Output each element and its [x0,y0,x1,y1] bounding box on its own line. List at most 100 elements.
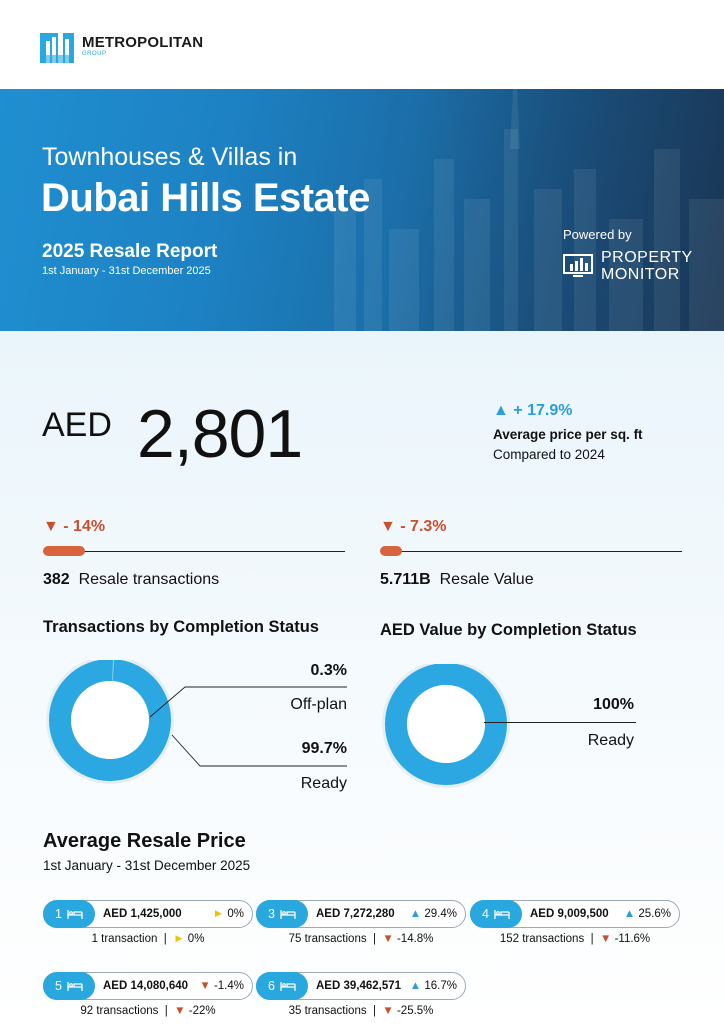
transactions-label: Resale transactions [78,571,220,588]
trend-value: -1.4% [213,980,244,992]
avg-price: AED 9,009,500 [530,908,609,920]
price-trend: ▲ 29.4% [410,908,457,920]
trend-icon: ► [212,908,225,920]
report-dates: 1st January - 31st December 2025 [42,265,211,277]
bedroom-count: 1 [55,906,62,921]
bed-icon [280,909,296,919]
brand-name: METROPOLITAN [82,34,204,51]
price-trend: ▲ 25.6% [624,908,671,920]
transactions-change: ▼ - 14% [43,518,106,535]
completion-value-donut [382,664,510,788]
transaction-count: 1 transaction [91,933,158,945]
metropolitan-logo: METROPOLITAN GROUP [40,28,203,64]
completion-value-title: AED Value by Completion Status [380,621,637,639]
tx-change: -14.8% [396,933,434,945]
resale-value-label: Resale Value [439,571,534,588]
brand-sub: GROUP [82,51,107,57]
transaction-count: 92 transactions [80,1005,159,1017]
completion-tx-title: Transactions by Completion Status [43,618,319,636]
transaction-summary: 92 transactions | ▼ -22% [80,1005,216,1017]
bedroom-badge: 5 [43,971,95,1000]
kpi-change: ▲ + 17.9% [493,402,573,419]
ready-segment [49,660,171,781]
bedroom-count: 4 [482,906,489,921]
tx-trend-icon: ► [173,933,185,945]
transaction-count: 35 transactions [288,1005,367,1017]
offplan-pct: 0.3% [310,662,347,679]
resale-value-stat: 5.711B Resale Value [380,571,534,589]
partner-line1: PROPERTY [601,249,693,266]
price-card-box: 1 AED 1,425,000 ► 0% [43,899,253,928]
price-card: 4 AED 9,009,500 ▲ 25.6% 152 transactions | … [470,899,680,945]
property-monitor-logo: PROPERTY MONITOR [563,249,693,283]
transaction-count: 75 transactions [288,933,367,945]
building-logo-icon [40,31,74,63]
avg-price: AED 7,272,280 [316,908,395,920]
report-title: 2025 Resale Report [42,241,218,262]
price-card-box: 5 AED 14,080,640 ▼ -1.4% [43,971,253,1000]
ready-segment [385,664,507,785]
transaction-summary: 75 transactions | ▼ -14.8% [288,933,434,945]
price-card-box: 4 AED 9,009,500 ▲ 25.6% [470,899,680,928]
price-trend: ▼ -1.4% [199,980,244,992]
hero-title-line1: Townhouses & Villas in [42,143,298,171]
transactions-value: 382 [43,571,70,588]
tx-change: -11.6% [614,933,651,945]
tx-trend-icon: ▼ [382,933,394,945]
bedroom-count: 5 [55,978,62,993]
trend-icon: ▲ [623,908,636,920]
resale-value-value: 5.711B [380,571,431,588]
trend-value: 0% [227,908,244,920]
avg-price-title: Average Resale Price [43,830,246,852]
trend-icon: ▲ [409,908,422,920]
price-trend: ▲ 16.7% [410,980,457,992]
city-skyline-graphic [334,89,724,331]
transactions-stat: 382 Resale transactions [43,571,219,589]
resale-value-change: ▼ - 7.3% [380,518,447,535]
kpi-label: Average price per sq. ft [493,427,643,442]
kpi-compare: Compared to 2024 [493,447,605,462]
avg-price: AED 14,080,640 [103,980,189,992]
tx-change: -22% [188,1005,216,1017]
avg-price: AED 39,462,571 [316,980,402,992]
transaction-summary: 35 transactions | ▼ -25.5% [288,1005,434,1017]
bedroom-badge: 4 [470,899,522,928]
price-card: 6 AED 39,462,571 ▲ 16.7% 35 transactions | … [256,971,466,1017]
value-ready-label: Ready [587,732,634,749]
partner-line2: MONITOR [601,266,680,283]
monitor-chart-icon [563,254,593,277]
avg-price: AED 1,425,000 [103,908,182,920]
price-trend: ► 0% [213,908,244,920]
kpi-value: 2,801 [137,396,303,472]
powered-by: Powered by [563,227,632,242]
tx-change: -25.5% [396,1005,434,1017]
bed-icon [67,909,83,919]
trend-value: 29.4% [424,908,457,920]
trend-icon: ▼ [199,980,211,992]
completion-tx-donut [46,660,174,784]
bedroom-badge: 6 [256,971,308,1000]
tx-trend-icon: ▼ [174,1005,186,1017]
transaction-count: 152 transactions [499,933,585,945]
price-card: 1 AED 1,425,000 ► 0% 1 transaction | ► 0% [43,899,253,945]
resale-value-bar-fill [380,546,402,556]
bedroom-count: 3 [268,906,275,921]
transaction-summary: 152 transactions | ▼ -11.6% [499,933,651,945]
tx-change: 0% [187,933,205,945]
ready-label: Ready [300,775,347,792]
tx-trend-icon: ▼ [382,1005,394,1017]
resale-value-bar-track [380,551,682,552]
kpi-currency: AED [42,406,112,444]
completion-tx-leader-lines [150,686,347,767]
tx-trend-icon: ▼ [599,933,612,945]
bed-icon [67,981,83,991]
price-card: 3 AED 7,272,280 ▲ 29.4% 75 transactions | ▼… [256,899,466,945]
trend-value: 16.7% [424,980,457,992]
offplan-label: Off-plan [290,696,347,713]
transactions-bar-track [43,551,345,552]
price-card: 5 AED 14,080,640 ▼ -1.4% 92 transactions | … [43,971,253,1017]
bed-icon [494,909,510,919]
price-card-box: 3 AED 7,272,280 ▲ 29.4% [256,899,466,928]
transactions-bar-fill [43,546,85,556]
avg-price-dates: 1st January - 31st December 2025 [43,858,251,873]
